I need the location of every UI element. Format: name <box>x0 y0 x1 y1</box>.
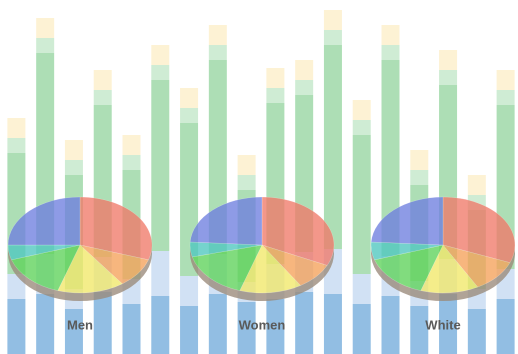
bar-segment <box>93 70 112 90</box>
pie-label: Men <box>67 317 93 332</box>
bar-segment <box>295 60 314 80</box>
pie-slice <box>79 244 149 285</box>
pie <box>370 196 516 301</box>
pie <box>189 196 335 301</box>
bar-segment <box>295 80 314 95</box>
bar-segment <box>410 150 429 170</box>
bar-segment <box>496 90 515 105</box>
bar-segment <box>151 251 170 296</box>
bar-segment <box>122 135 141 155</box>
bar-segment <box>208 25 227 45</box>
pie-slice <box>370 241 444 261</box>
bar-segment <box>93 90 112 105</box>
bar-segment <box>323 30 342 45</box>
bar-segment <box>7 118 26 138</box>
bar-segment <box>64 140 83 160</box>
pie-label: Women <box>239 317 286 332</box>
bar-segment <box>237 175 256 190</box>
pie-slice <box>11 244 81 291</box>
bar-segment <box>410 306 429 354</box>
bar-segment <box>237 302 256 354</box>
pie-slice <box>442 196 516 263</box>
bar-segment <box>496 299 515 354</box>
bar-segment <box>323 10 342 30</box>
pie-label: White <box>425 317 460 332</box>
bar-segment <box>237 155 256 175</box>
bar-segment <box>36 18 55 38</box>
bar-segment <box>266 68 285 88</box>
bar-segment <box>151 65 170 80</box>
pie-slice <box>189 241 263 258</box>
bar-segment <box>93 292 112 354</box>
bar-segment <box>180 276 199 306</box>
pie-slice <box>370 196 444 246</box>
bar-segment <box>266 88 285 103</box>
bar-segment <box>323 45 342 249</box>
pie-slice <box>420 244 479 294</box>
pie-slice <box>239 244 302 294</box>
bar-segment <box>352 135 371 274</box>
bar-segment <box>352 100 371 120</box>
bar-segment <box>381 45 400 60</box>
bar-segment <box>467 309 486 354</box>
bar-segment <box>439 70 458 85</box>
bar-segment <box>352 304 371 354</box>
bar-segment <box>381 25 400 45</box>
pie-slice <box>191 244 263 291</box>
bar-segment <box>151 296 170 354</box>
bar-segment <box>7 299 26 354</box>
pie-slice <box>442 244 511 288</box>
bar-segment <box>36 38 55 53</box>
bar-segment <box>410 170 429 185</box>
pie-slice <box>79 196 153 261</box>
bar-segment <box>208 294 227 354</box>
bar-segment <box>467 175 486 195</box>
bar-segment <box>352 274 371 304</box>
bar-segment <box>439 294 458 354</box>
bar-segment <box>496 70 515 90</box>
bar-segment <box>122 304 141 354</box>
bar-segment <box>352 120 371 135</box>
pie-slice <box>261 196 335 266</box>
pie-slice <box>7 244 81 261</box>
bar-segment <box>180 108 199 123</box>
bar-segment <box>64 309 83 354</box>
bar-segment <box>64 160 83 175</box>
bar-segment <box>151 80 170 251</box>
bar-segment <box>266 299 285 354</box>
bar-segment <box>122 155 141 170</box>
bar-segment <box>208 45 227 60</box>
bar-segment <box>36 294 55 354</box>
bar-segment <box>151 45 170 65</box>
bar-segment <box>439 50 458 70</box>
bar-segment <box>295 292 314 354</box>
pie-slice <box>261 244 328 286</box>
pie-slice <box>57 244 123 294</box>
pie <box>7 196 153 301</box>
bar-segment <box>7 138 26 153</box>
bar-segment <box>381 60 400 256</box>
bar-segment <box>180 88 199 108</box>
bar-segment <box>381 296 400 354</box>
pie-slice <box>374 244 444 291</box>
bar-segment <box>180 306 199 354</box>
pie-slice <box>189 196 263 246</box>
pie-slice <box>7 196 81 246</box>
bar-segment <box>323 294 342 354</box>
